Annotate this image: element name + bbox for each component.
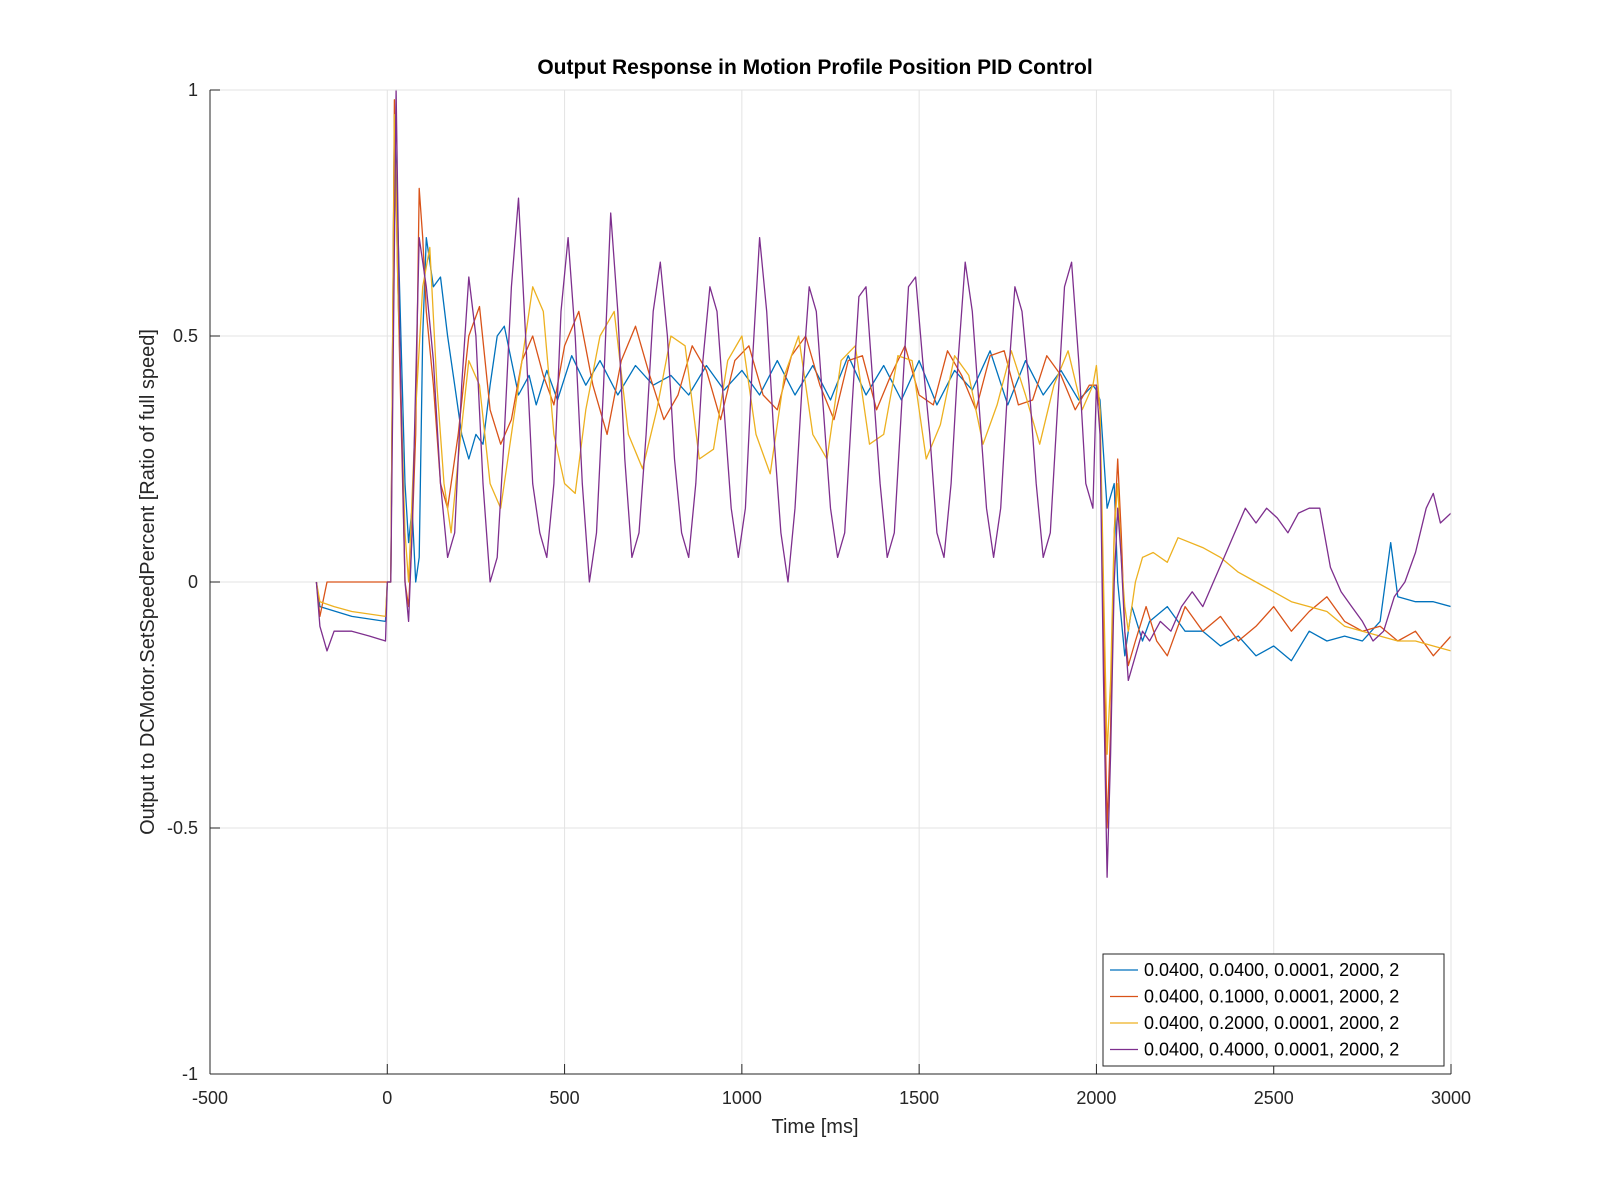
x-axis-label: Time [ms] [771, 1116, 858, 1138]
y-tick-label: -0.5 [167, 818, 198, 838]
x-tick-label: 3000 [1431, 1088, 1471, 1108]
x-tick-label: 2500 [1254, 1088, 1294, 1108]
legend-label-2: 0.0400, 0.1000, 0.0001, 2000, 2 [1144, 987, 1399, 1007]
x-tick-label: 2000 [1076, 1088, 1116, 1108]
y-tick-label: 0 [188, 572, 198, 592]
x-tick-label: 1000 [722, 1088, 762, 1108]
series-group [315, 89, 1451, 878]
legend-box [1102, 953, 1445, 1067]
legend-label-1: 0.0400, 0.0400, 0.0001, 2000, 2 [1144, 960, 1399, 980]
legend: 0.0400, 0.0400, 0.0001, 2000, 2 0.0400, 0… [1102, 953, 1445, 1067]
legend-label-4: 0.0400, 0.4000, 0.0001, 2000, 2 [1144, 1040, 1399, 1060]
series-line-4 [315, 89, 1451, 878]
x-tick-label: 0 [382, 1088, 392, 1108]
y-tick-label: -1 [182, 1064, 198, 1084]
y-tick-label: 0.5 [173, 326, 198, 346]
legend-label-3: 0.0400, 0.2000, 0.0001, 2000, 2 [1144, 1013, 1399, 1033]
x-tick-label: 500 [550, 1088, 580, 1108]
series-line-2 [315, 99, 1451, 829]
series-line-3 [315, 113, 1451, 755]
chart-title: Output Response in Motion Profile Positi… [537, 56, 1092, 79]
x-tick-label: 1500 [899, 1088, 939, 1108]
y-axis-label: Output to DCMotor.SetSpeedPercent [Ratio… [137, 329, 159, 835]
plot-area: -500 0 500 1000 1500 2000 2500 3000 -1 -0.5 0 0.5 1 [167, 80, 1471, 1108]
x-tick-label: -500 [192, 1088, 228, 1108]
y-tick-label: 1 [188, 80, 198, 100]
